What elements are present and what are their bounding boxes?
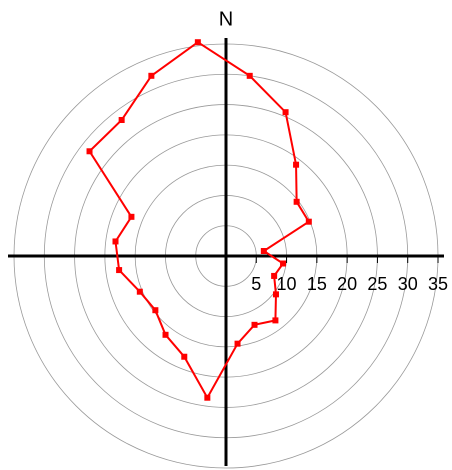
- r-tick-label: 15: [307, 274, 327, 294]
- data-point: [293, 198, 300, 205]
- north-label: N: [219, 8, 233, 30]
- data-point: [148, 72, 155, 79]
- r-tick-label: 10: [277, 274, 297, 294]
- data-point: [204, 394, 211, 401]
- data-point: [112, 238, 119, 245]
- data-point: [116, 267, 123, 274]
- data-point: [282, 109, 289, 116]
- data-point: [128, 213, 135, 220]
- data-point: [272, 317, 279, 324]
- data-point: [162, 331, 169, 338]
- r-tick-label: 30: [398, 274, 418, 294]
- data-point: [234, 340, 241, 347]
- data-point: [194, 39, 201, 46]
- data-line: [88, 40, 311, 400]
- data-point: [305, 218, 312, 225]
- r-tick-label: 25: [367, 274, 387, 294]
- data-point: [260, 248, 267, 255]
- data-point: [152, 307, 159, 314]
- r-tick-label: 20: [337, 274, 357, 294]
- data-point: [271, 272, 278, 279]
- r-tick-label: 5: [251, 274, 261, 294]
- data-point: [280, 260, 287, 267]
- data-point: [118, 117, 125, 124]
- data-point: [86, 148, 93, 155]
- data-point: [251, 321, 258, 328]
- r-tick-label: 35: [428, 274, 448, 294]
- data-point: [246, 72, 253, 79]
- data-point: [136, 288, 143, 295]
- data-point: [181, 353, 188, 360]
- data-point: [293, 161, 300, 168]
- data-point: [272, 291, 279, 298]
